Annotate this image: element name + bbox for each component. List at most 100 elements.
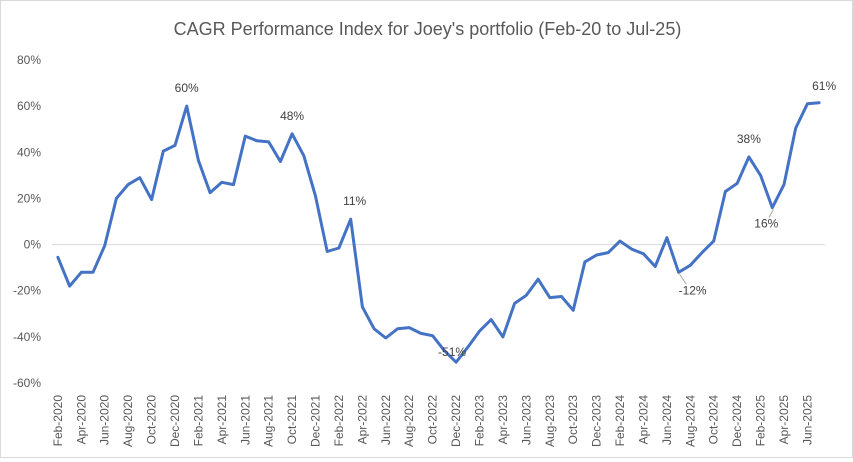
- x-tick-label: Dec-2023: [590, 395, 604, 447]
- series-portfolio: [56, 101, 821, 364]
- data-point: [56, 256, 60, 259]
- data-point: [337, 246, 341, 250]
- x-tick-label: Oct-2022: [426, 395, 440, 445]
- data-point: [490, 318, 493, 321]
- data-point: [126, 183, 130, 186]
- x-tick-label: Oct-2020: [145, 395, 159, 445]
- y-tick-label: 40%: [17, 145, 41, 159]
- data-label: 16%: [754, 217, 778, 231]
- data-label: -51%: [438, 345, 466, 359]
- data-point: [290, 132, 294, 136]
- data-point: [653, 265, 657, 268]
- data-point: [571, 309, 575, 312]
- data-point: [618, 239, 622, 243]
- data-point: [361, 305, 364, 309]
- x-tick-label: Aug-2022: [402, 395, 416, 447]
- data-point: [560, 295, 563, 298]
- data-point: [197, 159, 200, 162]
- data-point: [208, 191, 212, 194]
- x-tick-label: Aug-2024: [683, 395, 697, 447]
- data-point: [665, 236, 669, 239]
- data-point: [91, 271, 95, 274]
- x-tick-label: Feb-2021: [191, 395, 205, 447]
- y-tick-label: 20%: [17, 191, 41, 205]
- y-tick-label: -60%: [13, 376, 41, 390]
- data-label-group: 60% 48% 11% -51% -12% 38% 16% 61%: [175, 79, 837, 359]
- x-tick-label: Jun-2024: [660, 395, 674, 445]
- data-point: [408, 326, 411, 329]
- data-label: -12%: [679, 283, 707, 297]
- data-point: [771, 206, 774, 209]
- data-point: [759, 174, 762, 177]
- data-point: [232, 183, 235, 186]
- y-tick-label: -20%: [13, 284, 41, 298]
- data-point: [466, 346, 469, 349]
- data-point: [68, 284, 71, 288]
- y-tick-label: 0%: [24, 238, 42, 252]
- data-point: [525, 294, 528, 297]
- data-point: [244, 134, 247, 138]
- data-point: [689, 264, 692, 267]
- x-tick-label: Dec-2022: [449, 395, 463, 447]
- x-axis: Feb-2020 Apr-2020 Jun-2020 Aug-2020 Oct-2020…: [51, 395, 815, 447]
- x-tick-label: Apr-2021: [215, 395, 229, 445]
- data-label-leader: [679, 273, 687, 285]
- data-point: [115, 197, 118, 200]
- data-point: [150, 198, 153, 201]
- x-tick-label: Dec-2020: [168, 395, 182, 447]
- x-tick-label: Jun-2025: [800, 395, 814, 445]
- data-point: [220, 181, 224, 184]
- data-point: [794, 126, 797, 130]
- data-point: [607, 251, 610, 254]
- data-point: [443, 349, 446, 352]
- data-label: 61%: [812, 79, 836, 93]
- data-point: [349, 217, 352, 221]
- data-point: [185, 104, 188, 108]
- x-tick-label: Feb-2020: [51, 395, 65, 447]
- data-point: [677, 271, 680, 274]
- x-tick-label: Feb-2024: [613, 395, 627, 447]
- y-tick-label: 80%: [17, 53, 41, 67]
- x-tick-label: Apr-2024: [636, 395, 650, 445]
- x-tick-label: Apr-2023: [496, 395, 510, 445]
- x-tick-label: Aug-2020: [121, 395, 135, 447]
- data-point: [630, 247, 633, 251]
- data-point: [419, 332, 423, 335]
- data-point: [103, 244, 106, 247]
- data-point: [735, 182, 739, 185]
- x-tick-label: Feb-2025: [754, 395, 768, 447]
- data-point: [384, 336, 387, 340]
- x-tick-label: Jun-2020: [98, 395, 112, 445]
- x-tick-label: Oct-2023: [566, 395, 580, 445]
- data-point: [700, 251, 704, 254]
- data-point: [747, 155, 751, 159]
- x-tick-label: Dec-2024: [730, 395, 744, 447]
- x-tick-label: Oct-2021: [285, 395, 299, 445]
- x-tick-label: Feb-2022: [332, 395, 346, 447]
- data-point: [454, 361, 458, 364]
- x-tick-label: Apr-2020: [74, 395, 88, 445]
- x-tick-label: Jun-2023: [519, 395, 533, 445]
- data-label: 60%: [175, 81, 199, 95]
- data-point: [595, 253, 598, 257]
- x-tick-label: Apr-2025: [777, 395, 791, 445]
- x-tick-label: Aug-2023: [543, 395, 557, 447]
- data-point: [138, 176, 142, 179]
- y-axis: -60% -40% -20% 0% 20% 40% 60% 80%: [13, 53, 825, 390]
- data-point: [173, 144, 177, 147]
- x-tick-label: Oct-2024: [707, 395, 721, 445]
- data-point: [302, 154, 306, 157]
- data-point: [478, 329, 481, 333]
- data-label: 11%: [343, 194, 366, 208]
- x-tick-label: Dec-2021: [309, 395, 323, 447]
- data-point: [548, 296, 551, 299]
- y-tick-label: 60%: [17, 99, 41, 113]
- x-tick-label: Feb-2023: [472, 395, 486, 447]
- data-label: 38%: [737, 132, 761, 146]
- data-point: [806, 102, 809, 106]
- data-point: [724, 190, 727, 193]
- data-point: [817, 101, 821, 104]
- data-point: [162, 149, 165, 153]
- data-point: [513, 302, 516, 305]
